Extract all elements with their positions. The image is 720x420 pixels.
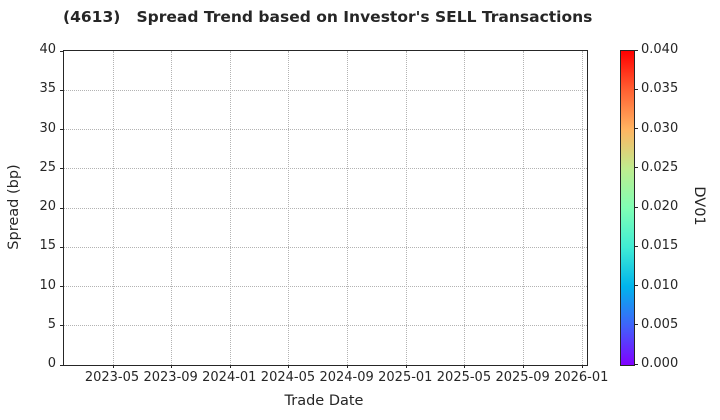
y-tick-label: 35 [39,81,56,97]
x-tick-label: 2023-05 [84,370,140,385]
y-tick-mark [60,129,63,130]
colorbar-tick-label: 0.040 [641,42,679,57]
x-tick-mark [581,365,583,368]
y-gridline [64,89,587,91]
colorbar-tick-mark [634,206,638,208]
y-tick-mark [60,246,63,248]
y-gridline [64,286,587,287]
x-tick-label: 2026-01 [554,370,609,385]
y-tick-mark [60,50,63,52]
y-gridline [64,129,587,130]
y-tick-mark [60,89,63,91]
colorbar-tick-label: 0.030 [641,120,679,136]
x-tick-label: 2025-09 [495,370,550,385]
colorbar-tick-mark [634,88,638,90]
x-tick-label: 2024-09 [319,370,374,385]
x-tick-mark [288,365,290,368]
y-tick-mark [60,168,63,170]
y-gridline [64,207,587,209]
colorbar-tick-mark [634,167,638,169]
colorbar-tick-label: 0.005 [641,316,679,332]
y-tick-label: 40 [39,42,56,57]
x-axis-label: Trade Date [284,393,364,409]
colorbar-tick-label: 0.025 [641,159,679,175]
y-tick-label: 20 [39,199,56,214]
x-tick-label: 2024-01 [202,370,257,385]
x-tick-mark [112,365,114,368]
y-tick-mark [60,364,63,366]
colorbar-tick-mark [634,49,638,51]
y-tick-label: 25 [39,159,56,175]
x-tick-mark [347,365,349,368]
colorbar-gradient [620,50,635,366]
x-tick-mark [229,365,231,368]
y-gridline [64,168,587,170]
colorbar-tick-label: 0.035 [641,81,679,97]
colorbar-label: DV01 [691,186,707,226]
colorbar-tick-label: 0.015 [641,238,679,254]
x-tick-label: 2025-01 [378,370,433,385]
x-tick-label: 2023-09 [143,370,198,385]
plot-area [60,50,588,368]
y-tick-mark [60,207,63,209]
colorbar-tick-label: 0.010 [641,277,679,293]
chart-title: (4613) Spread Trend based on Investor's … [63,8,593,26]
y-tick-mark [60,325,63,327]
y-tick-label: 0 [47,356,56,371]
colorbar-tick-mark [634,324,638,326]
y-gridline [64,325,587,327]
colorbar-tick-mark [634,363,638,365]
y-tick-mark [60,286,63,287]
colorbar-tick-label: 0.000 [641,356,679,371]
colorbar-tick-mark [634,285,638,286]
y-tick-label: 10 [39,277,56,293]
x-tick-mark [523,365,525,368]
x-tick-mark [464,365,466,368]
colorbar-tick-label: 0.020 [641,199,679,214]
colorbar-tick-mark [634,128,638,129]
x-tick-mark [171,365,173,368]
y-tick-label: 5 [47,316,56,332]
colorbar-tick-mark [634,245,638,247]
x-tick-mark [405,365,407,368]
x-tick-label: 2025-05 [436,370,492,385]
y-gridline [64,246,587,248]
y-tick-label: 15 [39,238,56,254]
x-tick-label: 2024-05 [260,370,316,385]
y-tick-label: 30 [39,120,56,136]
